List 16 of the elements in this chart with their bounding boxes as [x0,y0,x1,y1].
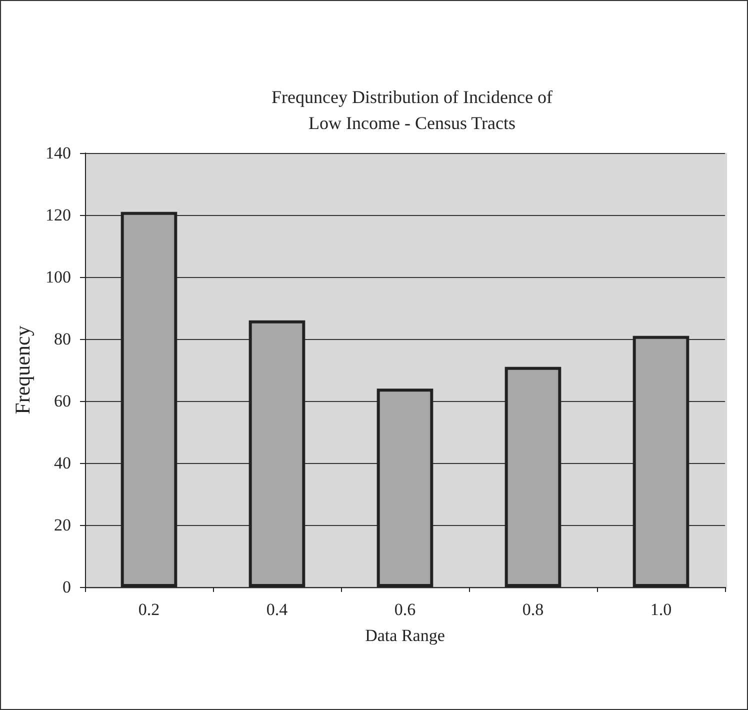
y-tick-label: 120 [46,206,71,224]
x-tick-label: 0.4 [266,600,288,619]
x-tick-label: 0.2 [138,600,160,619]
y-axis-title: Frequency [10,325,34,414]
x-tick-label: 0.8 [522,600,544,619]
y-tick-label: 100 [46,268,71,286]
x-axis-title: Data Range [365,626,445,645]
chart-title: Frequncey Distribution of Incidence of Low Income - Census Tracts [272,87,552,133]
x-tick-label: 1.0 [650,600,672,619]
y-tick-label: 40 [54,454,71,472]
y-tick-label: 20 [54,516,71,534]
x-tick-label: 0.6 [394,600,416,619]
y-tick-label: 60 [54,392,71,410]
y-tick-label: 0 [62,578,71,596]
y-tick-label: 140 [46,144,71,162]
y-tick-label: 80 [54,330,71,348]
